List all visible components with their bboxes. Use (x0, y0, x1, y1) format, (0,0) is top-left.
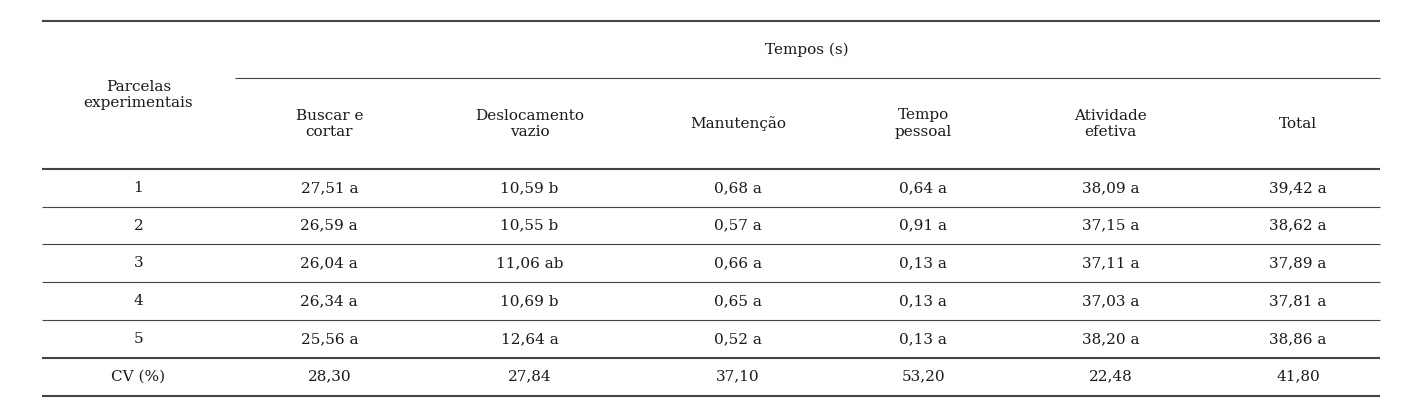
Text: 26,04 a: 26,04 a (300, 256, 358, 270)
Text: 37,03 a: 37,03 a (1081, 294, 1139, 308)
Text: 3: 3 (134, 256, 144, 270)
Text: 0,91 a: 0,91 a (900, 219, 948, 232)
Text: 0,57 a: 0,57 a (714, 219, 762, 232)
Text: 0,13 a: 0,13 a (900, 256, 948, 270)
Text: 37,15 a: 37,15 a (1081, 219, 1139, 232)
Text: 0,64 a: 0,64 a (900, 181, 948, 195)
Text: 11,06 ab: 11,06 ab (496, 256, 563, 270)
Text: 25,56 a: 25,56 a (300, 332, 358, 346)
Text: 27,51 a: 27,51 a (300, 181, 358, 195)
Text: Total: Total (1278, 117, 1316, 131)
Text: 10,55 b: 10,55 b (500, 219, 559, 232)
Text: 10,69 b: 10,69 b (500, 294, 559, 308)
Text: 4: 4 (134, 294, 144, 308)
Text: Atividade
efetiva: Atividade efetiva (1074, 108, 1148, 139)
Text: 0,68 a: 0,68 a (714, 181, 762, 195)
Text: 38,09 a: 38,09 a (1081, 181, 1139, 195)
Text: 0,65 a: 0,65 a (714, 294, 762, 308)
Text: 22,48: 22,48 (1088, 370, 1132, 384)
Text: 0,13 a: 0,13 a (900, 294, 948, 308)
Text: 37,10: 37,10 (717, 370, 760, 384)
Text: 37,89 a: 37,89 a (1269, 256, 1326, 270)
Text: 38,62 a: 38,62 a (1269, 219, 1326, 232)
Text: 26,59 a: 26,59 a (300, 219, 358, 232)
Text: 5: 5 (134, 332, 144, 346)
Text: 38,20 a: 38,20 a (1081, 332, 1139, 346)
Text: 1: 1 (134, 181, 144, 195)
Text: Buscar e
cortar: Buscar e cortar (296, 108, 363, 139)
Text: Tempo
pessoal: Tempo pessoal (894, 108, 952, 139)
Text: 12,64 a: 12,64 a (500, 332, 559, 346)
Text: 41,80: 41,80 (1276, 370, 1319, 384)
Text: 37,81 a: 37,81 a (1269, 294, 1326, 308)
Text: 10,59 b: 10,59 b (500, 181, 559, 195)
Text: Parcelas
experimentais: Parcelas experimentais (83, 80, 193, 110)
Text: Manutenção: Manutenção (690, 116, 786, 131)
Text: 39,42 a: 39,42 a (1269, 181, 1326, 195)
Text: 0,66 a: 0,66 a (714, 256, 762, 270)
Text: 37,11 a: 37,11 a (1081, 256, 1139, 270)
Text: 53,20: 53,20 (901, 370, 945, 384)
Text: Tempos (s): Tempos (s) (766, 42, 849, 56)
Text: 26,34 a: 26,34 a (300, 294, 358, 308)
Text: 0,52 a: 0,52 a (714, 332, 762, 346)
Text: CV (%): CV (%) (111, 370, 166, 384)
Text: 0,13 a: 0,13 a (900, 332, 948, 346)
Text: Deslocamento
vazio: Deslocamento vazio (474, 108, 584, 139)
Text: 38,86 a: 38,86 a (1269, 332, 1326, 346)
Text: 2: 2 (134, 219, 144, 232)
Text: 27,84: 27,84 (508, 370, 551, 384)
Text: 28,30: 28,30 (307, 370, 351, 384)
